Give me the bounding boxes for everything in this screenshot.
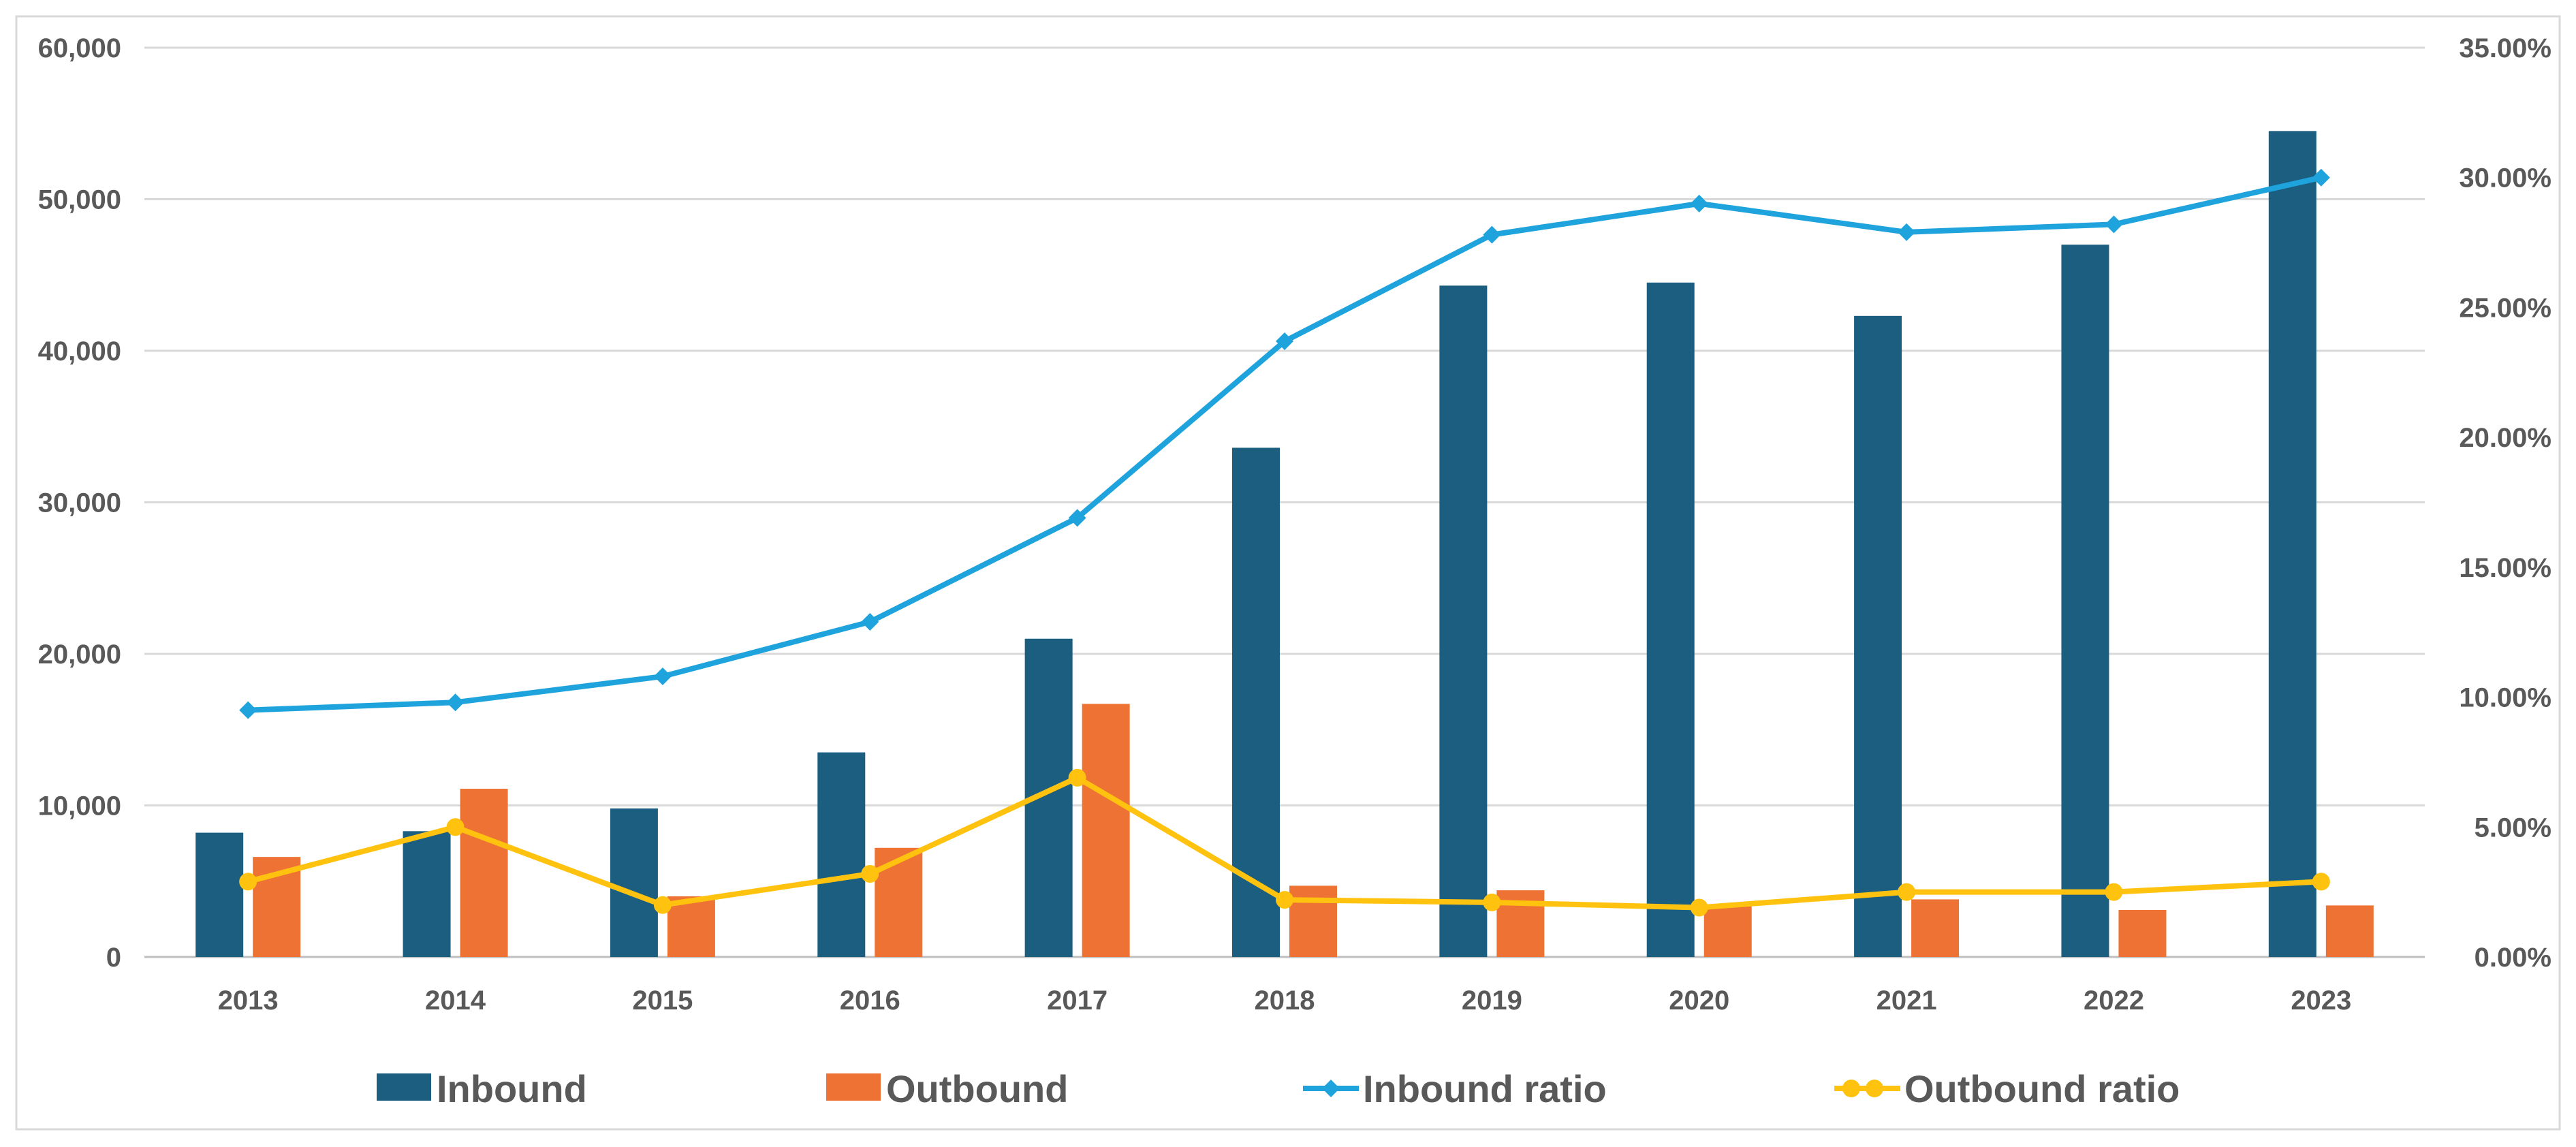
inbound-ratio-point: [1898, 223, 1916, 241]
x-tick-label: 2023: [2291, 986, 2351, 1016]
outbound-ratio-point: [1276, 891, 1293, 909]
outbound-ratio-point: [653, 896, 672, 914]
inbound-ratio-point: [239, 701, 257, 719]
inbound-bar: [195, 832, 244, 957]
outbound-bar: [2325, 905, 2374, 957]
outbound-ratio-point: [1068, 768, 1086, 787]
legend-marker-outbound-ratio: [1842, 1080, 1860, 1097]
x-axis-labels: 2013 2014 2015 2016 2017 2018 2019 2020 2021 2022…: [218, 986, 2352, 1016]
outbound-bar: [1703, 905, 1752, 957]
inbound-ratio-point: [1483, 225, 1501, 244]
legend-label-inbound: Inbound: [437, 1067, 587, 1110]
x-tick-label: 2022: [2084, 986, 2144, 1016]
right-tick-label: 35.00%: [2459, 33, 2551, 63]
line-series: [239, 168, 2330, 917]
inbound-bar: [2061, 245, 2109, 957]
left-axis-ticks: 0 10,000 20,000 30,000 40,000 50,000 60,000: [38, 33, 121, 973]
inbound-ratio-point: [1690, 194, 1708, 213]
gridlines: [144, 46, 2425, 958]
outbound-bar: [2118, 910, 2167, 957]
left-tick-label: 40,000: [38, 336, 121, 366]
inbound-bar: [1439, 285, 1488, 957]
x-tick-label: 2017: [1047, 986, 1108, 1016]
outbound-bar: [1082, 704, 1130, 957]
inbound-bar: [610, 808, 658, 957]
inbound-bar: [2268, 131, 2316, 957]
outbound-ratio-point: [446, 818, 465, 836]
inbound-ratio-point: [2312, 168, 2330, 187]
inbound-ratio-point: [446, 693, 465, 712]
outbound-bar: [460, 789, 508, 957]
left-tick-label: 0: [106, 943, 121, 973]
inbound-ratio-point: [653, 667, 672, 686]
legend-marker-outbound-ratio: [1866, 1080, 1883, 1097]
x-tick-label: 2014: [425, 986, 486, 1016]
right-tick-label: 15.00%: [2459, 553, 2551, 583]
legend-marker-inbound-ratio: [1322, 1080, 1340, 1097]
outbound-ratio-point: [1898, 883, 1916, 901]
legend-label-outbound-ratio: Outbound ratio: [1904, 1067, 2180, 1110]
legend: Inbound Outbound Inbound ratio Outbound rat…: [377, 1067, 2180, 1110]
right-axis-ticks: 0.00% 5.00% 10.00% 15.00% 20.00% 25.00% 30.00%…: [2459, 33, 2551, 973]
chart-border: [15, 15, 2561, 1131]
inbound-bar: [817, 752, 866, 957]
x-tick-label: 2013: [218, 986, 279, 1016]
inbound-ratio-point: [2105, 215, 2123, 234]
right-tick-label: 30.00%: [2459, 163, 2551, 193]
legend-swatch-inbound: [377, 1073, 431, 1101]
x-tick-label: 2015: [632, 986, 693, 1016]
inbound-ratio-point: [861, 612, 879, 631]
bar-series: [195, 131, 2374, 957]
outbound-ratio-point: [861, 864, 879, 883]
outbound-ratio-point: [239, 873, 257, 891]
legend-label-inbound-ratio: Inbound ratio: [1363, 1067, 1607, 1110]
inbound-ratio-point: [1276, 332, 1293, 351]
legend-label-outbound: Outbound: [886, 1067, 1068, 1110]
outbound-ratio-point: [2105, 883, 2123, 901]
x-tick-label: 2020: [1669, 986, 1729, 1016]
right-tick-label: 0.00%: [2475, 943, 2551, 973]
right-tick-label: 20.00%: [2459, 423, 2551, 453]
x-tick-label: 2021: [1876, 986, 1937, 1016]
inbound-ratio-point: [1068, 509, 1086, 527]
legend-swatch-outbound: [826, 1073, 881, 1101]
outbound-bar: [667, 896, 715, 957]
x-tick-label: 2019: [1462, 986, 1522, 1016]
left-tick-label: 60,000: [38, 33, 121, 63]
outbound-ratio-point: [1690, 898, 1708, 917]
x-tick-label: 2018: [1255, 986, 1315, 1016]
left-tick-label: 20,000: [38, 640, 121, 670]
right-tick-label: 10.00%: [2459, 683, 2551, 713]
right-tick-label: 5.00%: [2475, 813, 2551, 843]
right-tick-label: 25.00%: [2459, 293, 2551, 323]
outbound-bar: [1911, 899, 1960, 957]
x-tick-label: 2016: [840, 986, 900, 1016]
inbound-bar: [1854, 315, 1902, 957]
left-tick-label: 10,000: [38, 791, 121, 821]
outbound-bar: [1289, 885, 1337, 957]
outbound-ratio-point: [2312, 873, 2330, 891]
inbound-bar: [1646, 282, 1695, 957]
inbound-bar: [403, 831, 451, 957]
outbound-ratio-point: [1483, 893, 1501, 911]
outbound-bar: [875, 847, 923, 957]
left-tick-label: 30,000: [38, 488, 121, 518]
left-tick-label: 50,000: [38, 185, 121, 215]
